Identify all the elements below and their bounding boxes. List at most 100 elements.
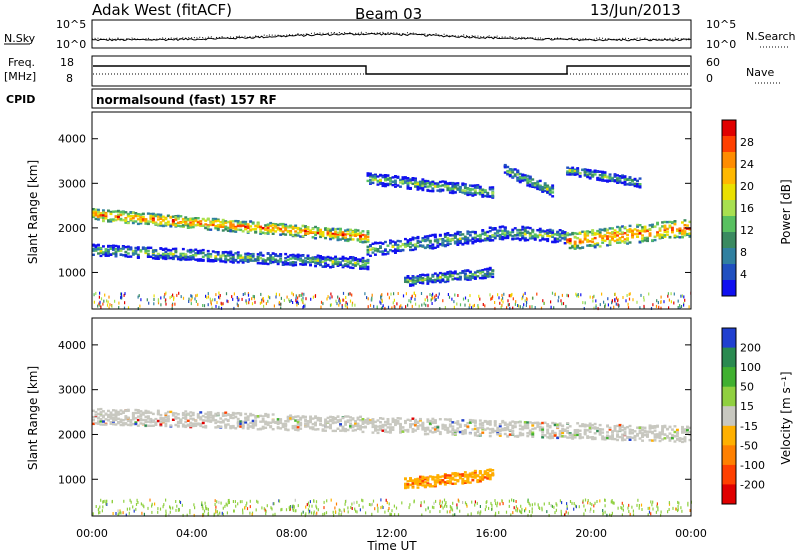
echo-band-5 [92,243,370,271]
y-tick-label: 1000 [58,266,86,279]
colorbar-tick: 16 [740,202,754,215]
x-tick-label: 00:00 [675,527,707,540]
colorbar-tick: 4 [740,268,747,281]
colorbar-tick: -100 [740,459,765,472]
near-range-scatter [93,291,692,311]
colorbar-swatch [722,216,736,233]
colorbar-tick: 12 [740,224,754,237]
colorbar-tick: -200 [740,478,765,491]
colorbar-frame [721,119,737,297]
cpid-label: CPID [6,93,35,106]
echo-band-2 [366,225,507,257]
echo-band-1 [92,407,692,444]
y-tick-label: 3000 [58,384,86,397]
nsearch-tick-bottom: 10^0 [706,38,736,51]
colorbar-tick: 20 [740,180,754,193]
echo-band-1 [92,208,370,244]
echo-band-9 [566,166,642,189]
date-title: 13/Jun/2013 [590,1,681,19]
colorbar-swatch [722,280,736,297]
colorbar-tick: -15 [740,420,758,433]
power-colorbar: 28 24 20 16 12 8 4 [721,119,754,297]
colorbar-swatch [722,425,736,446]
colorbar-swatch [722,184,736,201]
colorbar-tick: 100 [740,361,761,374]
near-range-scatter [92,498,692,518]
power-colorbar-label: Power [dB] [779,179,793,244]
colorbar-swatch [722,347,736,368]
nsearch-trace [91,31,692,41]
x-tick-label: 12:00 [376,527,408,540]
power-y-ticks: 1000 2000 3000 4000 [58,133,691,279]
y-tick-label: 2000 [58,428,86,441]
station-title: Adak West (fitACF) [92,1,232,19]
velocity-y-ticks: 1000 2000 3000 4000 [58,339,691,486]
colorbar-swatch [722,168,736,185]
colorbar-tick: 28 [740,136,754,149]
y-tick-label: 4000 [58,339,86,352]
colorbar-swatch [722,120,736,137]
cpid-frame [91,88,692,109]
freq-frame [91,55,692,87]
echo-band-4 [566,219,692,250]
x-tick-label: 20:00 [575,527,607,540]
nsky-tick-bottom: 10^0 [56,38,86,51]
colorbar-swatch [722,152,736,169]
x-tick-label: 04:00 [176,527,208,540]
colorbar-swatch [722,200,736,217]
echo-band-8 [503,163,555,198]
y-tick-label: 3000 [58,177,86,190]
nsearch-tick-top: 10^5 [706,18,736,31]
power-frame [91,111,692,310]
nsky-trace [91,32,692,42]
colorbar-swatch [722,248,736,265]
nsky-tick-top: 10^5 [56,18,86,31]
colorbar-swatch [722,367,736,388]
velocity-colorbar-label: Velocity [m s⁻¹] [779,371,793,464]
colorbar-tick: 50 [740,381,754,394]
colorbar-swatch [722,232,736,249]
velocity-panel: 1000 2000 3000 4000 Slant Range [km] 200 100… [26,317,793,518]
colorbar-tick: 8 [740,246,747,259]
freq-trace [93,65,690,75]
nsearch-label: N.Search [746,30,796,43]
colorbar-swatch [722,386,736,407]
colorbar-tick: -50 [740,439,758,452]
nave-tick-bottom: 0 [706,72,713,85]
x-tick-label: 08:00 [276,527,308,540]
beam-title: Beam 03 [355,5,422,23]
colorbar-swatch [722,136,736,153]
velocity-frame [91,317,692,517]
velocity-colorbar: 200 100 50 15 -15 -50 -100 -200 [721,327,765,505]
velocity-echo-map [92,407,692,518]
x-tick-label: 16:00 [475,527,507,540]
velocity-ylabel: Slant Range [km] [26,366,40,470]
echo-band-2 [404,468,495,490]
nave-label: Nave [746,66,774,79]
cpid-text: normalsound (fast) 157 RF [96,93,277,107]
x-tick-label: 00:00 [76,527,108,540]
power-ylabel: Slant Range [km] [26,160,40,264]
nsky-frame [91,19,692,49]
colorbar-frame [721,327,737,505]
freq-panel: Freq. [MHz] 18 8 60 0 Nave [4,55,780,87]
y-tick-label: 2000 [58,222,86,235]
x-axis-ticks: 00:00 04:00 08:00 12:00 16:00 20:00 00:00 [76,527,707,540]
freq-label: Freq. [8,56,35,69]
y-tick-label: 1000 [58,473,86,486]
colorbar-swatch [722,445,736,466]
colorbar-tick: 15 [740,400,754,413]
freq-unit-label: [MHz] [4,70,36,83]
colorbar-swatch [722,464,736,485]
colorbar-swatch [722,328,736,349]
colorbar-swatch [722,264,736,281]
colorbar-tick: 200 [740,342,761,355]
nave-tick-top: 60 [706,56,720,69]
nsky-label: N.Sky [4,32,36,45]
echo-band-7 [366,172,495,199]
x-axis-label: Time UT [366,539,417,553]
echo-band-3 [503,225,567,245]
nsky-panel: N.Sky 10^5 10^0 10^5 10^0 N.Search [4,18,796,51]
echo-band-6 [404,266,495,287]
